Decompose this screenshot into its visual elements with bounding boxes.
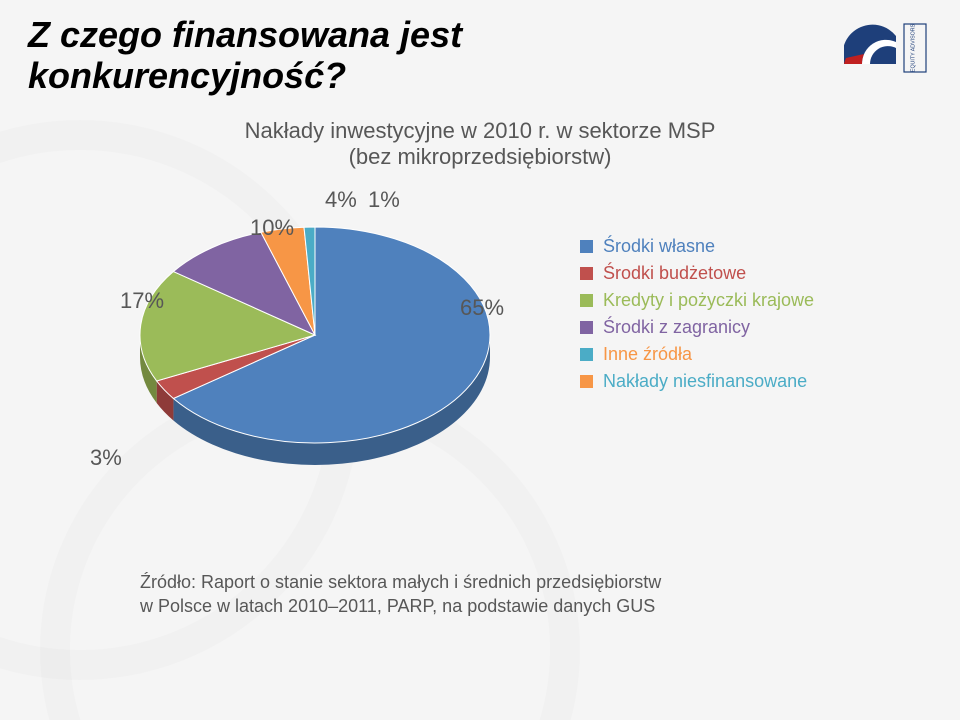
legend-item: Nakłady niesfinansowane bbox=[580, 371, 814, 392]
legend-label: Środki z zagranicy bbox=[603, 317, 750, 338]
chart-title-line2: w sektorze MSP bbox=[556, 118, 715, 143]
pie-slice-label: 17% bbox=[120, 288, 164, 314]
pie-slice-label: 4% bbox=[325, 187, 357, 213]
legend-item: Inne źródła bbox=[580, 344, 814, 365]
logo-text: EQUITY ADVISORS bbox=[911, 23, 917, 72]
pie-slice-label: 3% bbox=[90, 445, 122, 471]
chart-title-line1: Nakłady inwestycyjne w 2010 r. bbox=[245, 118, 551, 143]
page-title-line2: konkurencyjność? bbox=[28, 55, 346, 96]
equity-advisors-logo-icon: EQUITY ADVISORS bbox=[844, 18, 932, 78]
legend-label: Środki własne bbox=[603, 236, 715, 257]
logo: EQUITY ADVISORS bbox=[844, 18, 932, 78]
pie-slice-label: 10% bbox=[250, 215, 294, 241]
legend-swatch bbox=[580, 321, 593, 334]
pie-slice-label: 1% bbox=[368, 187, 400, 213]
pie-slice-label: 65% bbox=[460, 295, 504, 321]
legend-label: Nakłady niesfinansowane bbox=[603, 371, 807, 392]
source-line1: Źródło: Raport o stanie sektora małych i… bbox=[140, 572, 661, 592]
page-title-line1: Z czego finansowana jest bbox=[28, 14, 462, 55]
legend-item: Środki własne bbox=[580, 236, 814, 257]
legend-item: Środki budżetowe bbox=[580, 263, 814, 284]
legend-item: Kredyty i pożyczki krajowe bbox=[580, 290, 814, 311]
page-title: Z czego finansowana jest konkurencyjność… bbox=[28, 14, 462, 97]
legend-label: Kredyty i pożyczki krajowe bbox=[603, 290, 814, 311]
legend-swatch bbox=[580, 375, 593, 388]
legend-label: Inne źródła bbox=[603, 344, 692, 365]
chart-title: Nakłady inwestycyjne w 2010 r. w sektorz… bbox=[230, 118, 730, 170]
source-line2: w Polsce w latach 2010–2011, PARP, na po… bbox=[140, 596, 655, 616]
legend: Środki własne Środki budżetowe Kredyty i p… bbox=[580, 230, 814, 398]
legend-label: Środki budżetowe bbox=[603, 263, 746, 284]
pie-chart bbox=[100, 190, 540, 510]
legend-swatch bbox=[580, 240, 593, 253]
legend-swatch bbox=[580, 267, 593, 280]
pie-chart-svg bbox=[100, 190, 540, 510]
legend-swatch bbox=[580, 348, 593, 361]
source-citation: Źródło: Raport o stanie sektora małych i… bbox=[140, 570, 820, 619]
chart-title-line3: (bez mikroprzedsiębiorstw) bbox=[230, 144, 730, 170]
legend-item: Środki z zagranicy bbox=[580, 317, 814, 338]
legend-swatch bbox=[580, 294, 593, 307]
